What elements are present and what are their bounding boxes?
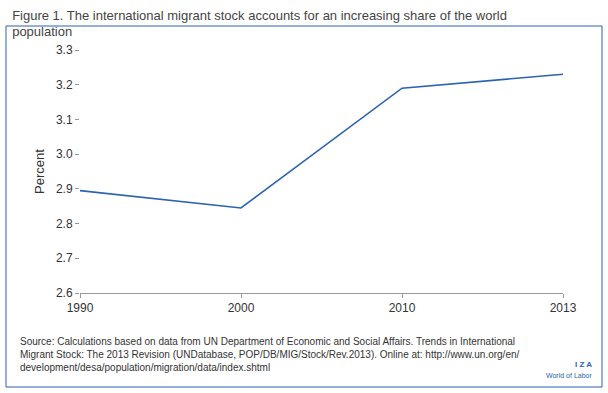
svg-text:Percent: Percent: [32, 149, 47, 194]
svg-text:2.8: 2.8: [56, 217, 73, 231]
svg-text:1990: 1990: [67, 301, 94, 315]
svg-text:2013: 2013: [550, 301, 577, 315]
svg-text:3.1: 3.1: [56, 113, 73, 127]
svg-text:Source: Calculations based on: Source: Calculations based on data from …: [20, 336, 520, 373]
svg-text:2010: 2010: [389, 301, 416, 315]
svg-text:2.7: 2.7: [56, 251, 73, 265]
svg-text:Figure 1. The international mi: Figure 1. The international migrant stoc…: [12, 8, 507, 40]
svg-text:World of Labor: World of Labor: [546, 372, 592, 379]
svg-text:3.0: 3.0: [56, 147, 73, 161]
svg-text:I Z A: I Z A: [575, 360, 592, 369]
svg-text:2.6: 2.6: [56, 286, 73, 300]
svg-text:2.9: 2.9: [56, 182, 73, 196]
svg-text:3.3: 3.3: [56, 43, 73, 57]
svg-text:2000: 2000: [228, 301, 255, 315]
svg-text:3.2: 3.2: [56, 78, 73, 92]
